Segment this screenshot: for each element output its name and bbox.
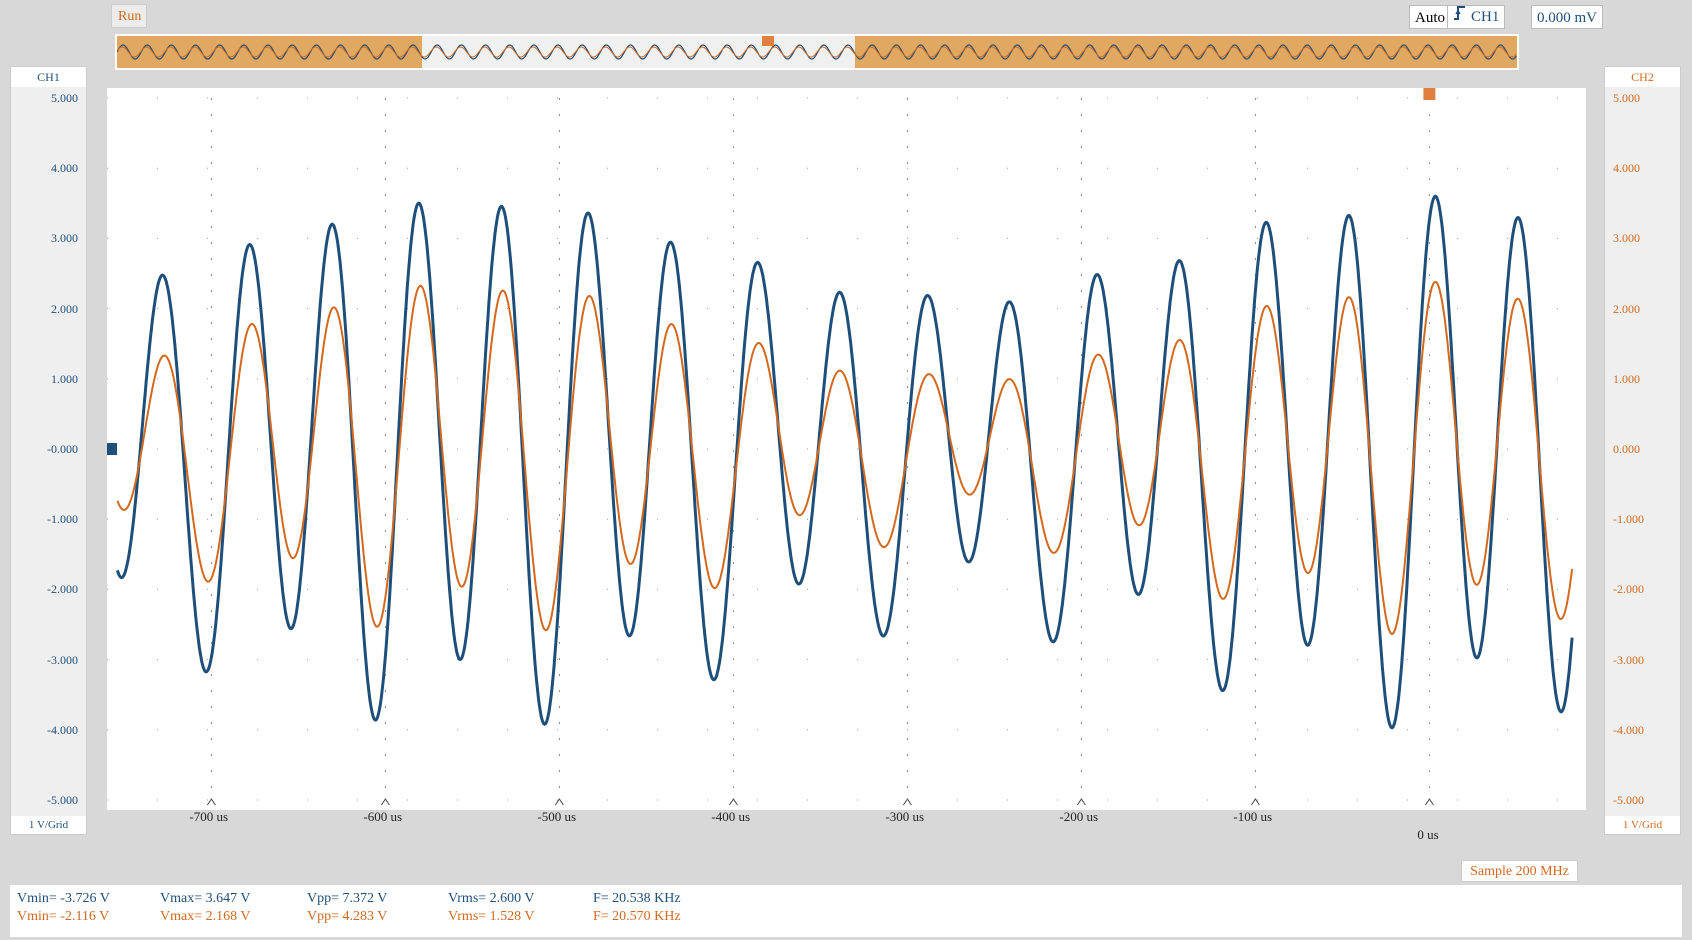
ch1-ref-marker-icon bbox=[107, 443, 117, 455]
trigger-level[interactable]: 0.000 mV bbox=[1531, 5, 1603, 29]
tick-arrow-icon bbox=[380, 798, 390, 806]
ch2-tick-label: 5.000 bbox=[1613, 91, 1640, 105]
time-tick-label: -500 us bbox=[537, 809, 577, 824]
waveform-svg bbox=[107, 88, 1586, 806]
ch1-axis-scale[interactable]: 1 V/Grid bbox=[11, 816, 86, 834]
rising-edge-icon bbox=[1453, 5, 1467, 29]
ch1-freq: F= 20.538 KHz bbox=[593, 891, 681, 906]
trigger-channel: CH1 bbox=[1471, 9, 1500, 25]
ch2-series-line bbox=[116, 280, 1574, 635]
tick-arrow-icon bbox=[902, 798, 912, 806]
ch2-tick-label: -3.000 bbox=[1613, 652, 1644, 667]
ch1-tick-label: 4.000 bbox=[51, 161, 78, 176]
ch2-tick-label: -2.000 bbox=[1613, 582, 1644, 597]
overview-ch2-line bbox=[117, 46, 1517, 58]
ch2-freq: F= 20.570 KHz bbox=[593, 909, 681, 924]
ch2-tick-label: -5.000 bbox=[1613, 793, 1644, 807]
tick-arrow-icon bbox=[554, 798, 564, 806]
run-status[interactable]: Run bbox=[111, 4, 147, 28]
waveform-overview[interactable] bbox=[115, 34, 1519, 70]
ch2-tick-label: 4.000 bbox=[1613, 161, 1640, 176]
overview-svg bbox=[117, 36, 1517, 68]
time-tick-label: -100 us bbox=[1233, 809, 1273, 824]
ch2-vmin: Vmin= -2.116 V bbox=[17, 909, 110, 924]
ch2-tick-label: 1.000 bbox=[1613, 371, 1640, 386]
tick-arrow-icon bbox=[728, 798, 738, 806]
ch2-axis-scale[interactable]: 1 V/Grid bbox=[1605, 816, 1680, 834]
ch1-vmax: Vmax= 3.647 V bbox=[160, 891, 251, 906]
overview-history-left bbox=[117, 36, 422, 68]
overview-trigger-icon bbox=[762, 36, 774, 46]
ch1-vpp: Vpp= 7.372 V bbox=[307, 891, 388, 906]
waveform-plot[interactable] bbox=[107, 88, 1586, 810]
ch2-tick-label: 0.000 bbox=[1613, 442, 1640, 456]
ch1-tick-label: -5.000 bbox=[47, 793, 78, 807]
overview-ch1-line bbox=[117, 44, 1517, 60]
ch1-tick-label: -3.000 bbox=[47, 652, 78, 667]
tick-arrow-icon bbox=[1250, 798, 1260, 806]
trigger-mode[interactable]: Auto bbox=[1409, 5, 1451, 29]
time-tick-label: -400 us bbox=[711, 809, 751, 824]
measurements-panel: Vmin= -3.726 V Vmax= 3.647 V Vpp= 7.372 … bbox=[10, 885, 1682, 937]
ch1-tick-label: 1.000 bbox=[51, 371, 78, 386]
tick-arrow-icon bbox=[1424, 798, 1434, 806]
ch1-series-line bbox=[115, 194, 1574, 730]
ch1-axis: CH1 5.000 4.000 3.000 2.000 1.000 -0.000 -1.00… bbox=[10, 66, 87, 835]
overview-history-right bbox=[855, 36, 1517, 68]
ch1-tick-label: -4.000 bbox=[47, 722, 78, 737]
time-tick-label: -300 us bbox=[885, 809, 925, 824]
ch2-vrms: Vrms= 1.528 V bbox=[448, 909, 535, 924]
ch1-vrms: Vrms= 2.600 V bbox=[448, 891, 535, 906]
trigger-marker-icon bbox=[1423, 88, 1436, 100]
ch1-tick-label: -2.000 bbox=[47, 582, 78, 597]
ch1-tick-label: 5.000 bbox=[51, 91, 78, 105]
ch1-tick-label: 3.000 bbox=[51, 231, 78, 246]
ch2-axis-title: CH2 bbox=[1605, 67, 1680, 87]
tick-arrow-icon bbox=[1076, 798, 1086, 806]
ch2-vpp: Vpp= 4.283 V bbox=[307, 909, 388, 924]
ch2-axis: CH2 5.000 4.000 3.000 2.000 1.000 0.000 -1.000… bbox=[1604, 66, 1681, 835]
time-tick-label: -200 us bbox=[1059, 809, 1099, 824]
ch1-vmin: Vmin= -3.726 V bbox=[17, 891, 110, 906]
ch1-axis-title: CH1 bbox=[11, 67, 86, 87]
ch1-tick-label: 2.000 bbox=[51, 301, 78, 316]
trigger-source[interactable]: CH1 bbox=[1447, 5, 1506, 29]
time-tick-label: -600 us bbox=[363, 809, 403, 824]
sample-rate: Sample 200 MHz bbox=[1461, 860, 1578, 882]
ch1-tick-label: -0.000 bbox=[47, 442, 78, 456]
ch2-tick-label: -1.000 bbox=[1613, 512, 1644, 527]
ch2-tick-label: 3.000 bbox=[1613, 231, 1640, 246]
time-zero-label: 0 us bbox=[1417, 827, 1439, 842]
ch1-tick-label: -1.000 bbox=[47, 512, 78, 527]
ch2-vmax: Vmax= 2.168 V bbox=[160, 909, 251, 924]
ch2-tick-label: 2.000 bbox=[1613, 301, 1640, 316]
ch2-tick-label: -4.000 bbox=[1613, 722, 1644, 737]
tick-arrow-icon bbox=[206, 798, 216, 806]
time-tick-label: -700 us bbox=[189, 809, 229, 824]
